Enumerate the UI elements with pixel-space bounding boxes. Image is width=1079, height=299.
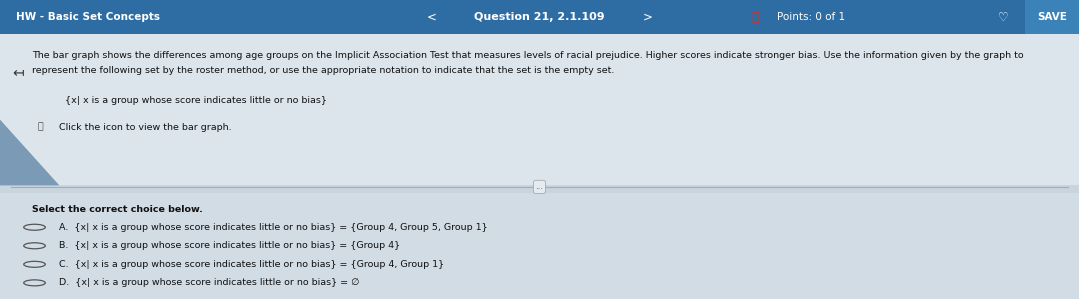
Text: Click the icon to view the bar graph.: Click the icon to view the bar graph. xyxy=(59,123,232,132)
Text: SAVE: SAVE xyxy=(1037,12,1067,22)
Text: <: < xyxy=(426,11,437,24)
Text: D.  {x| x is a group whose score indicates little or no bias} = ∅: D. {x| x is a group whose score indicate… xyxy=(59,278,359,287)
Text: ♡: ♡ xyxy=(998,11,1009,24)
Bar xyxy=(0,193,1079,299)
Text: A.  {x| x is a group whose score indicates little or no bias} = {Group 4, Group : A. {x| x is a group whose score indicate… xyxy=(59,223,488,232)
Text: Select the correct choice below.: Select the correct choice below. xyxy=(32,205,203,214)
Text: Question 21, 2.1.109: Question 21, 2.1.109 xyxy=(474,12,605,22)
Text: B.  {x| x is a group whose score indicates little or no bias} = {Group 4}: B. {x| x is a group whose score indicate… xyxy=(59,241,400,250)
Text: ↤: ↤ xyxy=(13,66,24,80)
Text: Points: 0 of 1: Points: 0 of 1 xyxy=(777,12,845,22)
Text: The bar graph shows the differences among age groups on the Implicit Association: The bar graph shows the differences amon… xyxy=(32,51,1024,60)
Text: HW - Basic Set Concepts: HW - Basic Set Concepts xyxy=(16,12,160,22)
Text: Ⓧ: Ⓧ xyxy=(751,11,760,24)
Bar xyxy=(1025,0,1079,34)
Text: ...: ... xyxy=(535,182,544,191)
Polygon shape xyxy=(0,120,59,185)
Text: 📎: 📎 xyxy=(38,123,43,132)
Text: represent the following set by the roster method, or use the appropriate notatio: represent the following set by the roste… xyxy=(32,66,615,75)
Text: C.  {x| x is a group whose score indicates little or no bias} = {Group 4, Group : C. {x| x is a group whose score indicate… xyxy=(59,260,445,269)
Bar xyxy=(0,34,1079,185)
Text: {x| x is a group whose score indicates little or no bias}: {x| x is a group whose score indicates l… xyxy=(65,96,327,105)
Bar xyxy=(0,0,1079,34)
Text: >: > xyxy=(642,11,653,24)
